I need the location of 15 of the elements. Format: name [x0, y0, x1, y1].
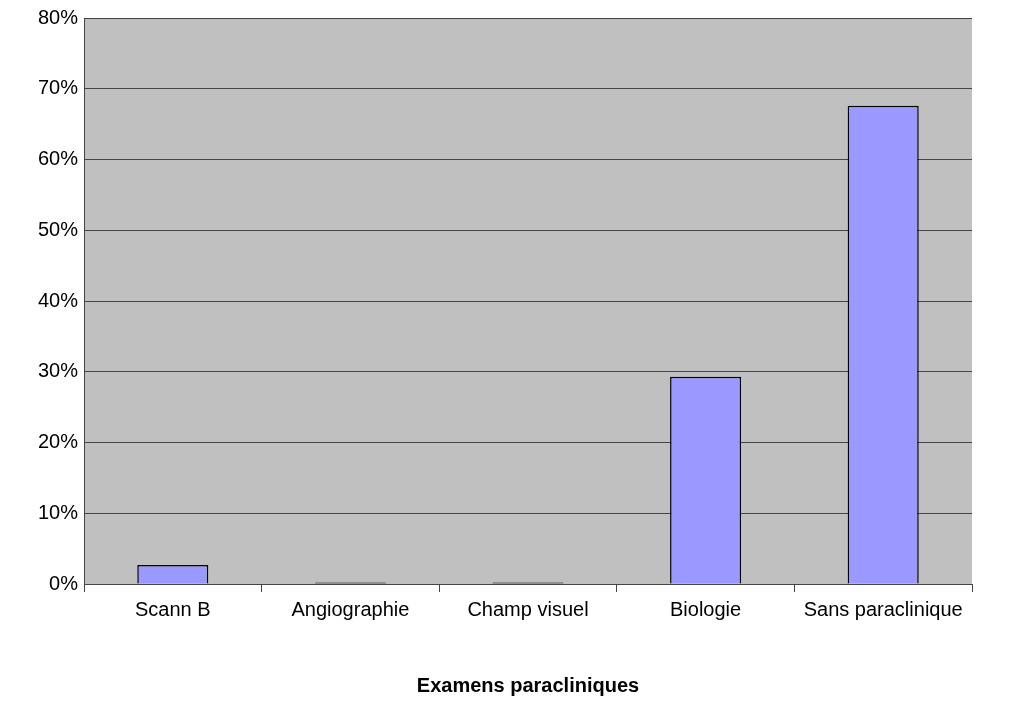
y-tick-label: 20% — [37, 430, 79, 453]
x-axis-title: Examens paracliniques — [416, 673, 640, 696]
x-tick-label: Biologie — [670, 597, 742, 620]
y-tick-label: 10% — [37, 500, 79, 523]
x-tick-label: Angiographie — [291, 597, 410, 620]
y-tick-label: 70% — [37, 76, 79, 99]
y-tick-label: 80% — [37, 5, 79, 28]
x-tick-label: Sans paraclinique — [803, 597, 963, 620]
y-tick-label: 30% — [37, 359, 79, 382]
y-tick-label: 40% — [37, 288, 79, 311]
y-tick-label: 0% — [49, 571, 79, 594]
x-tick-label: Scann B — [135, 597, 211, 620]
y-tick-label: 50% — [37, 217, 79, 240]
y-tick-label: 60% — [37, 147, 79, 170]
x-tick-label: Champ visuel — [467, 597, 589, 620]
